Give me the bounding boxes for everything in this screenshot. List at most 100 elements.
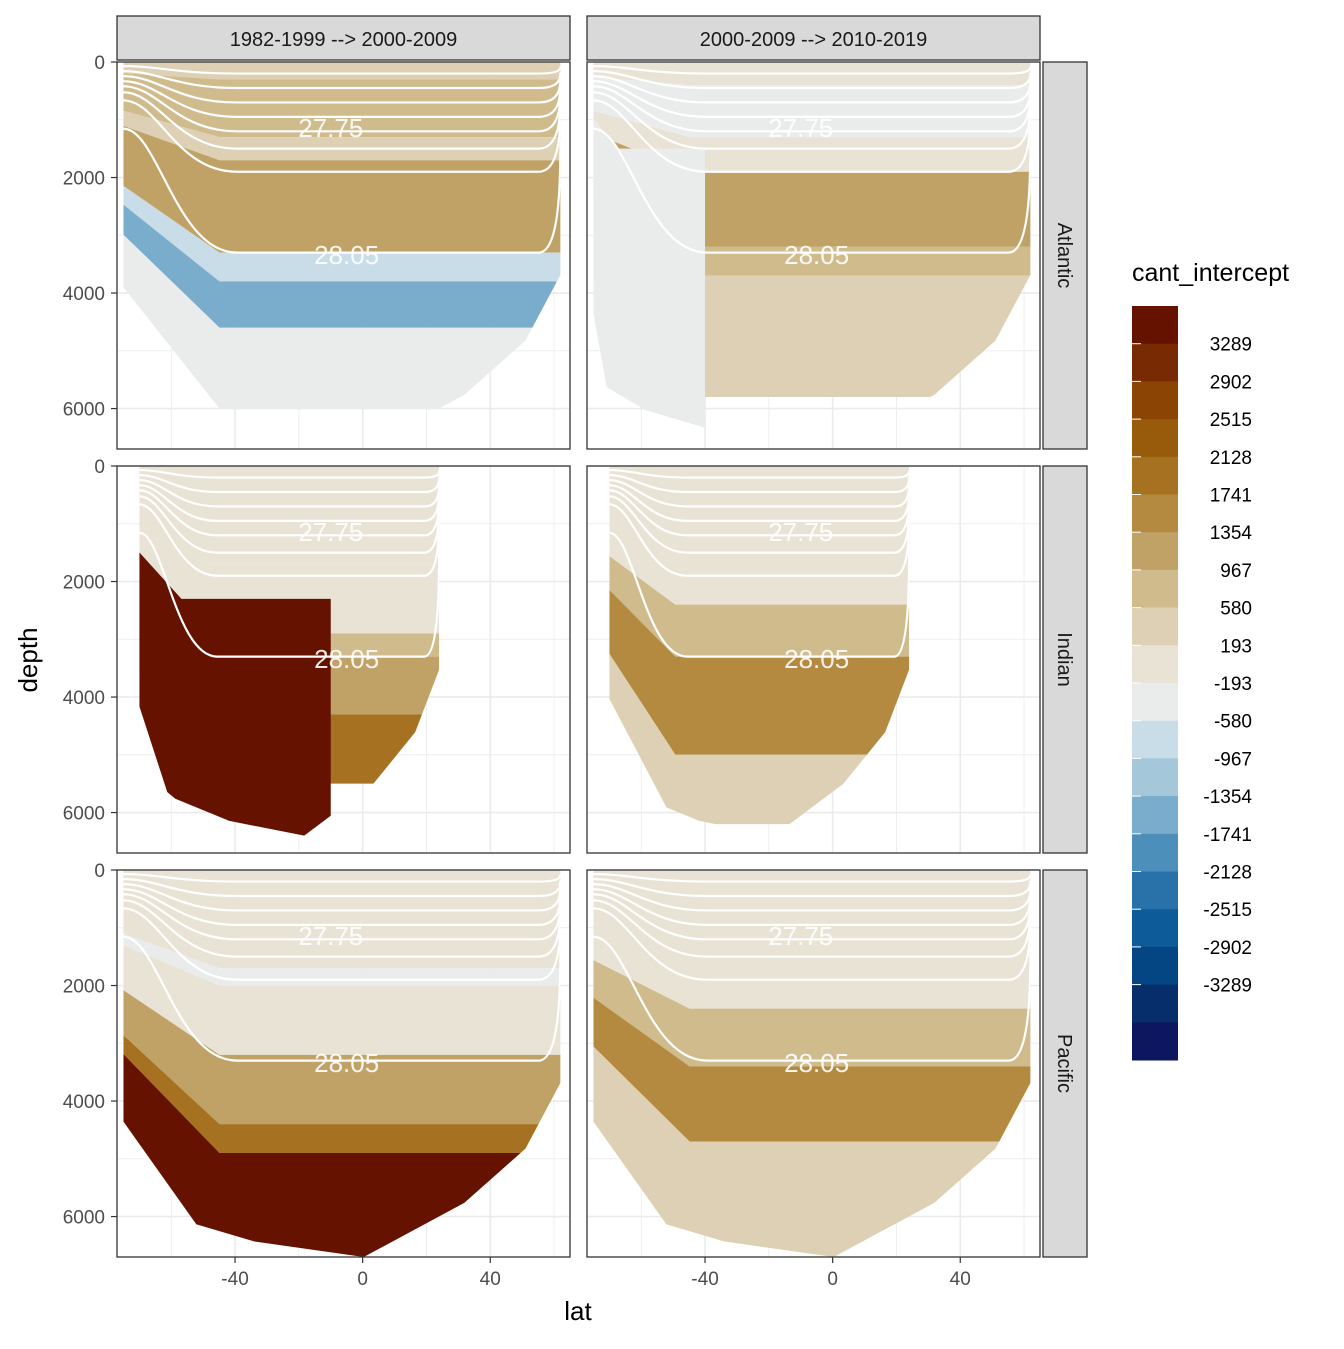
cant-field [139, 466, 440, 836]
cant-band [593, 960, 1031, 1067]
panel-border [116, 869, 571, 1258]
cant-band [123, 73, 561, 138]
legend-swatch [1132, 683, 1178, 722]
isopycnal-line [123, 64, 561, 75]
legend-swatch [1132, 306, 1178, 345]
cant-band [593, 77, 1031, 138]
isopycnal-label: 28.05 [314, 240, 379, 270]
isopycnal-line [123, 99, 561, 173]
panel-border [586, 465, 1041, 854]
legend-label: 3289 [1210, 335, 1252, 356]
isopycnals [593, 872, 1031, 1062]
panel-pacific-2: 27.75 28.05 [586, 869, 1041, 1258]
x-tick-label: -40 [691, 1269, 718, 1290]
isopycnal-line [593, 877, 1031, 898]
legend-label: -2515 [1203, 900, 1252, 921]
isopycnal-line [593, 883, 1031, 912]
facet-strips: 1982-1999 --> 2000-2009 2000-2009 --> 201… [116, 15, 1088, 1258]
cant-band [593, 1046, 1031, 1257]
cant-band [609, 556, 910, 657]
legend-label: -580 [1214, 712, 1252, 733]
y-tick-label: 2000 [63, 573, 105, 594]
cant-band [123, 933, 561, 986]
panel-border [586, 61, 1041, 450]
legend-label: 193 [1220, 636, 1252, 657]
row-strip-label: Atlantic [1053, 223, 1075, 289]
legend-swatch [1132, 645, 1178, 684]
column-strip [116, 15, 571, 61]
isopycnal-label: 28.05 [784, 240, 849, 270]
isopycnal-line [593, 69, 1031, 90]
x-tick-label: 0 [827, 1269, 838, 1290]
legend-label: 2515 [1210, 410, 1252, 431]
cant-band [123, 1035, 561, 1154]
cant-band [593, 118, 706, 449]
isopycnal-label: 28.05 [784, 644, 849, 674]
cant-band [123, 62, 561, 80]
column-strip-label: 2000-2009 --> 2010-2019 [700, 29, 927, 51]
isopycnal-line [593, 85, 1031, 133]
legend: cant_intercept 3289 2902 2515 2128 1741 1354 9… [1132, 259, 1289, 1061]
y-tick-label: 0 [94, 861, 105, 882]
row-strip [1042, 61, 1088, 450]
legend-swatch [1132, 343, 1178, 382]
isopycnals [593, 64, 1031, 254]
legend-label: 580 [1220, 599, 1252, 620]
x-axis-title: lat [564, 1296, 592, 1326]
isopycnals [123, 872, 561, 1062]
cant-band [123, 870, 561, 969]
panel-border [116, 61, 571, 450]
x-tick-label: 40 [480, 1269, 501, 1290]
cant-band [123, 1053, 561, 1257]
panel-indian-1: 27.75 28.05 [116, 465, 571, 854]
y-tick-label: 0 [94, 53, 105, 74]
column-strip [586, 15, 1041, 61]
legend-label: -193 [1214, 674, 1252, 695]
isopycnal-label: 27.75 [768, 921, 833, 951]
isopycnal-line [139, 468, 440, 479]
y-tick-label: 2000 [63, 977, 105, 998]
isopycnal-line [609, 468, 910, 479]
y-tick-label: 4000 [63, 1092, 105, 1113]
isopycnal-line [593, 888, 1031, 926]
legend-label: -967 [1214, 749, 1252, 770]
cant-band [123, 185, 561, 282]
isopycnal-line [123, 883, 561, 912]
legend-label: -1741 [1203, 825, 1252, 846]
isopycnals [609, 468, 910, 658]
isopycnal-line [123, 75, 561, 104]
isopycnal-line [123, 935, 561, 1062]
isopycnal-line [593, 80, 1031, 118]
isopycnal-label: 27.75 [768, 517, 833, 547]
cant-field [123, 62, 561, 409]
legend-label: -1354 [1203, 787, 1252, 808]
cant-band [123, 204, 561, 328]
isopycnal-line [593, 935, 1031, 1062]
isopycnal-line [123, 877, 561, 898]
isopycnal-line [123, 893, 561, 941]
legend-label: -2902 [1203, 938, 1252, 959]
isopycnal-line [593, 127, 1031, 254]
legend-swatch [1132, 946, 1178, 986]
isopycnal-line [123, 888, 561, 926]
panel-border [586, 869, 1041, 1258]
row-strip-label: Indian [1053, 632, 1075, 687]
legend-label: 1354 [1210, 523, 1253, 544]
legend-swatch [1132, 1022, 1178, 1061]
cant-band [123, 945, 561, 1055]
y-tick-label: 0 [94, 457, 105, 478]
y-axis-title: depth [13, 627, 43, 692]
isopycnal-label: 28.05 [314, 644, 379, 674]
cant-band [609, 589, 910, 755]
isopycnal-label: 27.75 [298, 921, 363, 951]
legend-label: 967 [1220, 561, 1252, 582]
legend-swatch [1132, 381, 1178, 420]
isopycnal-line [123, 907, 561, 981]
isopycnal-line [593, 893, 1031, 941]
y-tick-label: 4000 [63, 284, 105, 305]
y-tick-label: 2000 [63, 169, 105, 190]
isopycnal-label: 27.75 [298, 517, 363, 547]
isopycnal-line [139, 503, 440, 577]
legend-swatch [1132, 833, 1178, 872]
